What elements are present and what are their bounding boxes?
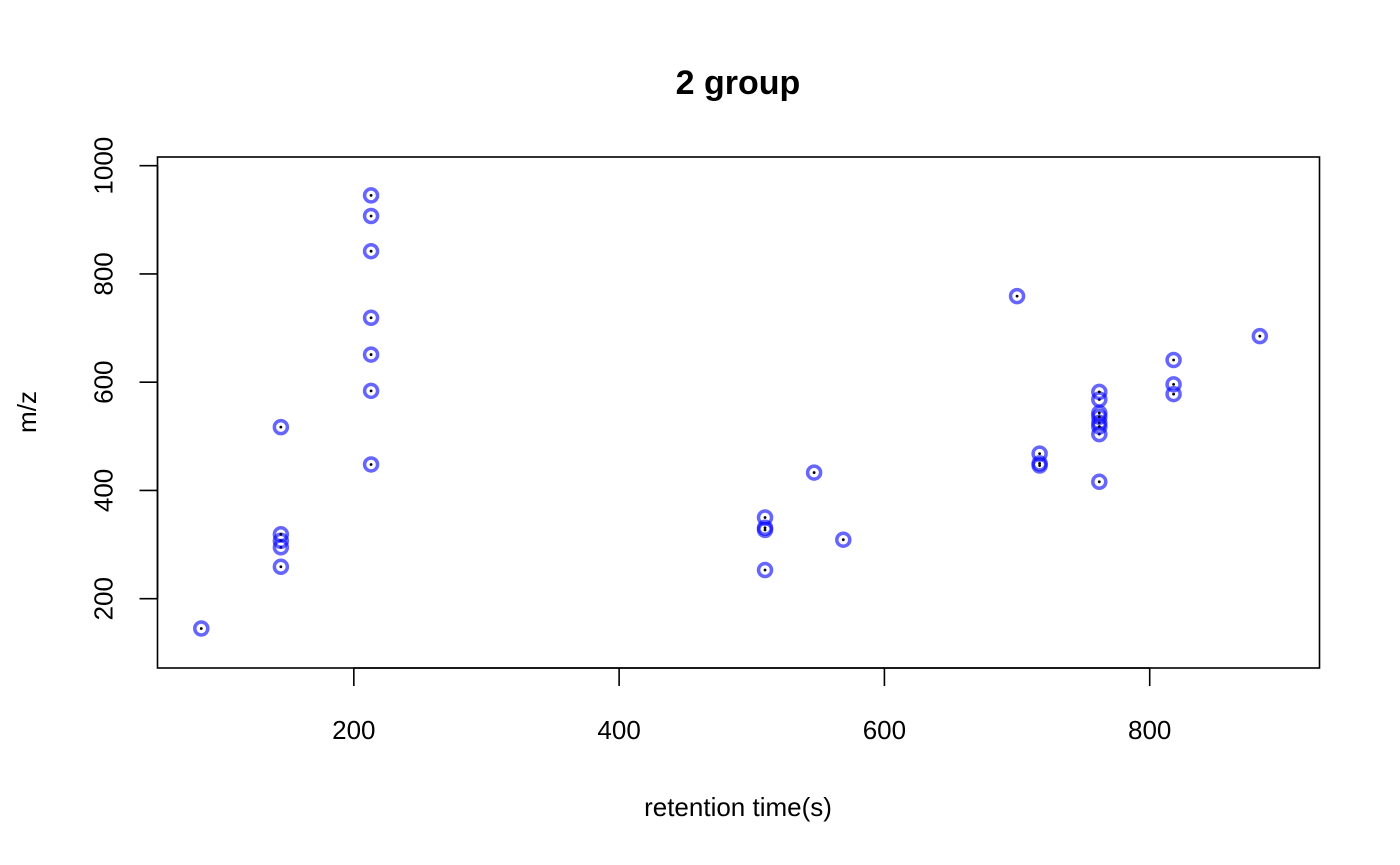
data-point [1251, 327, 1269, 345]
data-point [362, 382, 380, 400]
point-center [1097, 411, 1101, 415]
point-marker [756, 519, 774, 537]
point-center [763, 528, 767, 532]
point-center [763, 526, 767, 530]
data-point [272, 526, 290, 543]
point-marker [1008, 287, 1026, 305]
point-marker [362, 187, 380, 204]
data-point [1165, 385, 1182, 403]
data-point [1165, 351, 1182, 369]
point-marker [362, 456, 380, 473]
data-point [1031, 445, 1048, 462]
data-points [193, 187, 1269, 637]
data-point [362, 207, 380, 225]
point-marker [362, 346, 380, 363]
data-point [1008, 287, 1026, 305]
point-center [199, 627, 203, 630]
point-center [1097, 390, 1101, 394]
x-axis-label: retention time(s) [644, 792, 832, 822]
data-point [272, 558, 290, 576]
point-center [1038, 452, 1042, 456]
y-axis-label: m/z [12, 391, 42, 433]
point-center [1172, 358, 1175, 362]
data-point [362, 346, 380, 363]
x-tick-label: 600 [863, 715, 906, 745]
point-center [841, 538, 845, 542]
point-marker [362, 207, 380, 225]
point-center [1097, 480, 1101, 484]
point-center [1097, 415, 1101, 419]
point-center [279, 565, 283, 569]
point-marker [805, 464, 823, 481]
point-marker [1031, 455, 1048, 472]
point-center [279, 425, 283, 429]
point-center [763, 568, 767, 572]
point-center [1015, 294, 1019, 298]
data-point [805, 464, 823, 481]
data-point [362, 456, 380, 473]
data-point [1091, 473, 1108, 491]
point-marker [272, 526, 290, 543]
y-tick-label: 600 [89, 360, 119, 403]
point-center [369, 214, 373, 218]
x-tick-label: 200 [332, 715, 375, 745]
point-center [812, 471, 816, 474]
point-center [369, 389, 373, 393]
point-center [1097, 425, 1101, 428]
point-marker [193, 620, 210, 637]
y-tick-label: 400 [89, 469, 119, 512]
point-marker [1165, 351, 1182, 369]
point-marker [272, 418, 290, 436]
point-marker [362, 242, 380, 260]
y-tick-label: 800 [89, 252, 119, 295]
point-marker [1091, 473, 1108, 491]
data-point [272, 418, 290, 436]
point-marker [1031, 445, 1048, 462]
x-axis: 200 400 600 800 [332, 667, 1171, 745]
x-tick-label: 800 [1128, 715, 1171, 745]
point-center [369, 463, 373, 466]
point-marker [1251, 327, 1269, 345]
data-point [1091, 383, 1108, 401]
point-center [1038, 461, 1042, 465]
data-point [362, 187, 380, 204]
point-center [369, 194, 373, 197]
data-point [756, 509, 774, 526]
data-point [756, 561, 774, 579]
point-center [763, 516, 767, 519]
data-point [362, 309, 380, 327]
data-point [756, 519, 774, 537]
data-point [362, 242, 380, 260]
data-point [1165, 376, 1182, 393]
point-center [279, 532, 283, 536]
data-point [1031, 455, 1048, 472]
y-tick-label: 1000 [89, 137, 119, 195]
point-marker [835, 531, 852, 548]
point-center [1258, 334, 1262, 338]
plot-frame [156, 156, 1321, 669]
point-center [369, 316, 373, 320]
point-marker [272, 558, 290, 576]
point-center [1038, 464, 1042, 467]
y-tick-label: 200 [89, 577, 119, 620]
point-marker [756, 561, 774, 579]
data-point [835, 531, 852, 548]
point-marker [1165, 385, 1182, 403]
point-marker [1091, 383, 1108, 401]
point-marker [362, 309, 380, 327]
point-center [1172, 392, 1175, 396]
point-center [369, 249, 373, 253]
point-marker [1165, 376, 1182, 393]
point-marker [756, 509, 774, 526]
y-axis: 200 400 600 800 1000 [89, 137, 159, 620]
point-marker [362, 382, 380, 400]
point-center [1172, 382, 1175, 386]
data-point [193, 620, 210, 637]
point-center [369, 353, 373, 356]
x-tick-label: 400 [597, 715, 640, 745]
chart-title: 2 group [676, 64, 801, 102]
